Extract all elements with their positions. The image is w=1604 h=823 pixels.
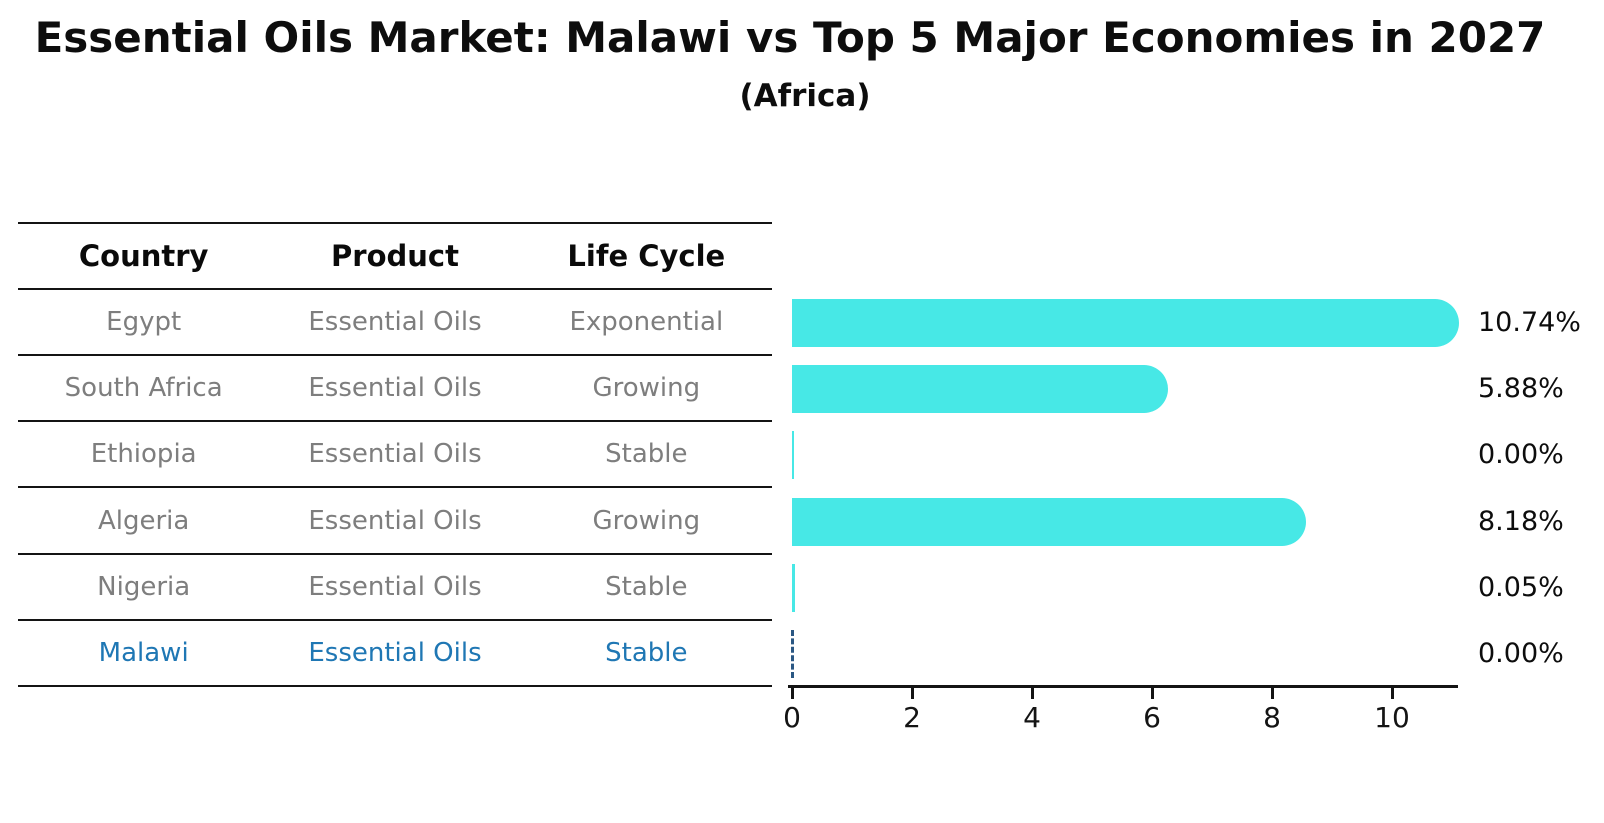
x-tick-6 xyxy=(1151,688,1154,699)
table-header-row: Country Product Life Cycle xyxy=(18,222,772,290)
x-tick-label-0: 0 xyxy=(783,701,801,734)
cell-product: Essential Oils xyxy=(308,307,482,338)
table-row-nigeria: Nigeria Essential Oils Stable xyxy=(18,555,772,621)
x-axis-line xyxy=(788,685,1458,688)
cell-product: Essential Oils xyxy=(308,505,482,536)
bar-south-africa xyxy=(792,365,1168,414)
value-label-egypt: 10.74% xyxy=(1478,307,1581,338)
cell-country: Egypt xyxy=(106,307,182,338)
bar-nigeria xyxy=(792,563,795,612)
table-row-egypt: Egypt Essential Oils Exponential xyxy=(18,290,772,357)
table-header-product: Product xyxy=(331,239,459,273)
cell-life-cycle: Stable xyxy=(605,637,688,668)
cell-product: Essential Oils xyxy=(308,373,482,404)
cell-life-cycle: Stable xyxy=(605,439,688,470)
value-label-south-africa: 5.88% xyxy=(1478,373,1564,405)
x-tick-0 xyxy=(791,688,794,699)
x-tick-label-2: 2 xyxy=(903,701,921,734)
table-row-malawi: Malawi Essential Oils Stable xyxy=(18,621,772,687)
value-label-ethiopia: 0.00% xyxy=(1478,439,1564,471)
bar-ethiopia xyxy=(792,431,794,480)
bar-algeria xyxy=(792,497,1306,546)
table-row-ethiopia: Ethiopia Essential Oils Stable xyxy=(18,422,772,489)
cell-country: Ethiopia xyxy=(90,439,197,470)
cell-life-cycle: Stable xyxy=(605,571,688,602)
cell-life-cycle: Exponential xyxy=(569,307,724,338)
cell-life-cycle: Growing xyxy=(592,373,701,404)
cell-product: Essential Oils xyxy=(308,571,482,602)
x-tick-label-4: 4 xyxy=(1023,701,1041,734)
bar-egypt xyxy=(792,299,1460,347)
cell-life-cycle: Growing xyxy=(592,505,701,536)
x-tick-8 xyxy=(1271,688,1274,699)
cell-product: Essential Oils xyxy=(308,439,482,470)
country-table: Country Product Life Cycle Egypt Essential … xyxy=(18,222,772,687)
x-tick-2 xyxy=(911,688,914,699)
value-label-nigeria: 0.05% xyxy=(1478,571,1564,603)
x-tick-label-6: 6 xyxy=(1143,701,1161,734)
x-tick-label-8: 8 xyxy=(1263,701,1281,734)
table-row-algeria: Algeria Essential Oils Growing xyxy=(18,488,772,555)
cell-country: Malawi xyxy=(98,637,189,668)
table-header-country: Country xyxy=(78,239,209,273)
table-row-south-africa: South Africa Essential Oils Growing xyxy=(18,356,772,423)
x-tick-label-10: 10 xyxy=(1374,701,1410,734)
chart-title: Essential Oils Market: Malawi vs Top 5 M… xyxy=(34,13,1546,62)
cell-country: Algeria xyxy=(97,505,190,536)
value-label-malawi: 0.00% xyxy=(1478,637,1564,669)
cell-country: Nigeria xyxy=(97,571,191,602)
cell-product: Essential Oils xyxy=(308,637,482,668)
x-tick-4 xyxy=(1031,688,1034,699)
value-label-algeria: 8.18% xyxy=(1478,505,1564,537)
bar-malawi xyxy=(791,629,794,678)
cell-country: South Africa xyxy=(64,373,223,404)
x-tick-10 xyxy=(1391,688,1394,699)
chart-subtitle: (Africa) xyxy=(739,78,871,114)
table-header-life-cycle: Life Cycle xyxy=(567,239,726,273)
table-body: Egypt Essential Oils Exponential South Afri… xyxy=(18,290,772,687)
